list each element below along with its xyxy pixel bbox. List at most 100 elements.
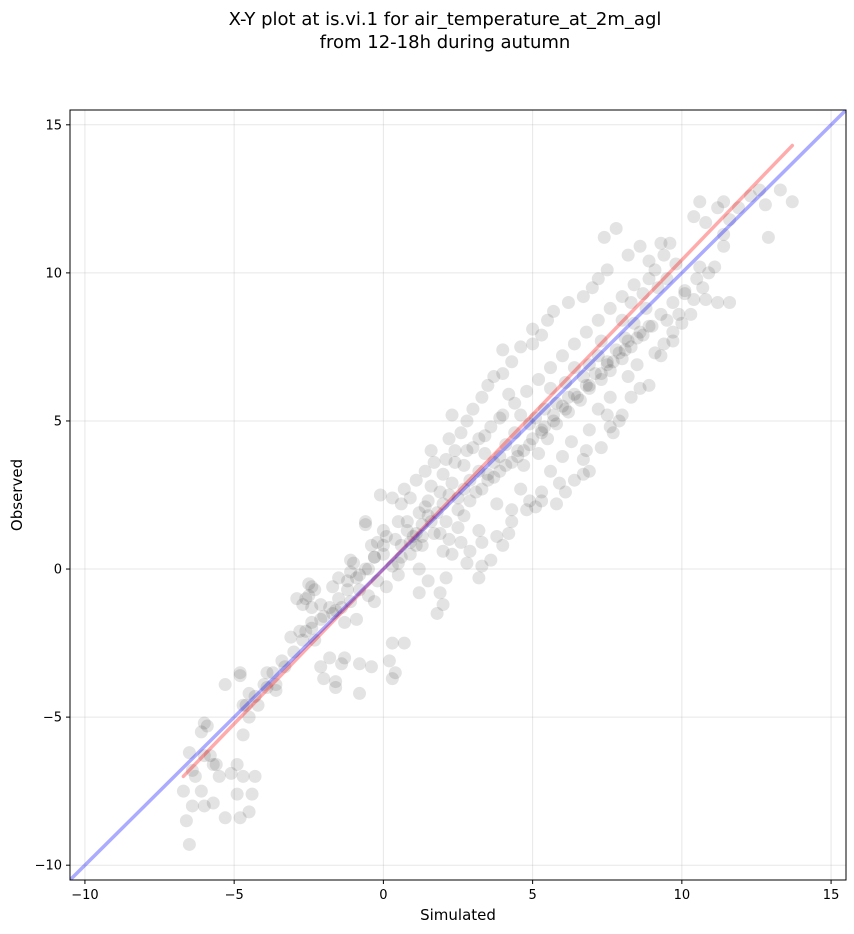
data-point bbox=[341, 583, 355, 597]
data-point bbox=[600, 263, 614, 277]
data-point bbox=[552, 476, 566, 490]
chart-title-line-2: from 12-18h during autumn bbox=[319, 32, 571, 53]
x-tick-label: 10 bbox=[674, 888, 691, 903]
data-point bbox=[182, 837, 196, 851]
data-point bbox=[579, 378, 593, 392]
data-point bbox=[460, 556, 474, 570]
data-point bbox=[347, 556, 361, 570]
data-point bbox=[350, 571, 364, 585]
data-point bbox=[182, 746, 196, 760]
data-point bbox=[505, 515, 519, 529]
data-point bbox=[242, 710, 256, 724]
data-point bbox=[188, 769, 202, 783]
data-point bbox=[576, 290, 590, 304]
data-point bbox=[388, 666, 402, 680]
data-point bbox=[508, 396, 522, 410]
data-point bbox=[403, 491, 417, 505]
data-point bbox=[233, 666, 247, 680]
data-point bbox=[403, 547, 417, 561]
data-point bbox=[338, 615, 352, 629]
data-point bbox=[678, 287, 692, 301]
data-point bbox=[690, 272, 704, 286]
data-point bbox=[299, 592, 313, 606]
data-point bbox=[260, 666, 274, 680]
x-axis-label: Simulated bbox=[420, 906, 496, 924]
data-point bbox=[597, 230, 611, 244]
data-point bbox=[591, 313, 605, 327]
data-point bbox=[442, 432, 456, 446]
data-point bbox=[708, 260, 722, 274]
data-point bbox=[594, 367, 608, 381]
data-point bbox=[621, 248, 635, 262]
chart-title-line-1: X-Y plot at is.vi.1 for air_temperature_… bbox=[228, 9, 662, 30]
data-point bbox=[463, 473, 477, 487]
data-point bbox=[469, 485, 483, 499]
data-point bbox=[439, 515, 453, 529]
data-point bbox=[696, 281, 710, 295]
data-point bbox=[314, 612, 328, 626]
data-point bbox=[487, 370, 501, 384]
data-point bbox=[499, 438, 513, 452]
data-point bbox=[218, 678, 232, 692]
data-point bbox=[233, 669, 247, 683]
data-point bbox=[418, 500, 432, 514]
data-point bbox=[460, 444, 474, 458]
data-point bbox=[657, 248, 671, 262]
data-point bbox=[245, 787, 259, 801]
data-point bbox=[660, 272, 674, 286]
data-point bbox=[457, 482, 471, 496]
data-point bbox=[633, 381, 647, 395]
data-point bbox=[549, 417, 563, 431]
data-point bbox=[663, 236, 677, 250]
data-point bbox=[555, 349, 569, 363]
data-point bbox=[627, 278, 641, 292]
data-point bbox=[561, 390, 575, 404]
data-point bbox=[717, 239, 731, 253]
data-point bbox=[547, 414, 561, 428]
data-point bbox=[361, 589, 375, 603]
data-point bbox=[317, 609, 331, 623]
data-point bbox=[236, 698, 250, 712]
data-point bbox=[433, 527, 447, 540]
data-point bbox=[555, 450, 569, 463]
data-point bbox=[391, 515, 405, 529]
data-point bbox=[194, 784, 208, 798]
data-point bbox=[344, 565, 358, 579]
data-point bbox=[367, 550, 381, 564]
data-point bbox=[206, 758, 220, 771]
data-point bbox=[532, 373, 546, 386]
data-point bbox=[293, 624, 307, 638]
data-point bbox=[326, 606, 340, 620]
data-point bbox=[633, 239, 647, 253]
data-point bbox=[567, 473, 581, 487]
data-point bbox=[385, 559, 399, 573]
data-point bbox=[484, 553, 498, 567]
data-point bbox=[239, 698, 253, 712]
data-point bbox=[711, 201, 725, 215]
data-point bbox=[305, 580, 319, 594]
data-point bbox=[358, 518, 372, 532]
data-point bbox=[633, 325, 647, 339]
data-point bbox=[761, 230, 775, 244]
data-point bbox=[523, 494, 537, 508]
data-point bbox=[502, 527, 516, 540]
data-point bbox=[397, 636, 411, 650]
data-point bbox=[305, 615, 319, 629]
data-point bbox=[233, 811, 247, 825]
data-point bbox=[478, 447, 492, 461]
data-point bbox=[400, 524, 414, 538]
data-point bbox=[472, 464, 486, 478]
data-point bbox=[179, 814, 193, 828]
data-point bbox=[194, 725, 208, 739]
data-point bbox=[585, 281, 599, 295]
data-point bbox=[591, 349, 605, 363]
data-point bbox=[496, 408, 510, 422]
data-point bbox=[609, 221, 623, 235]
data-point bbox=[445, 476, 459, 490]
data-point bbox=[508, 426, 522, 440]
data-point bbox=[472, 432, 486, 446]
data-point bbox=[496, 343, 510, 357]
data-point bbox=[412, 506, 426, 520]
data-point bbox=[487, 455, 501, 469]
